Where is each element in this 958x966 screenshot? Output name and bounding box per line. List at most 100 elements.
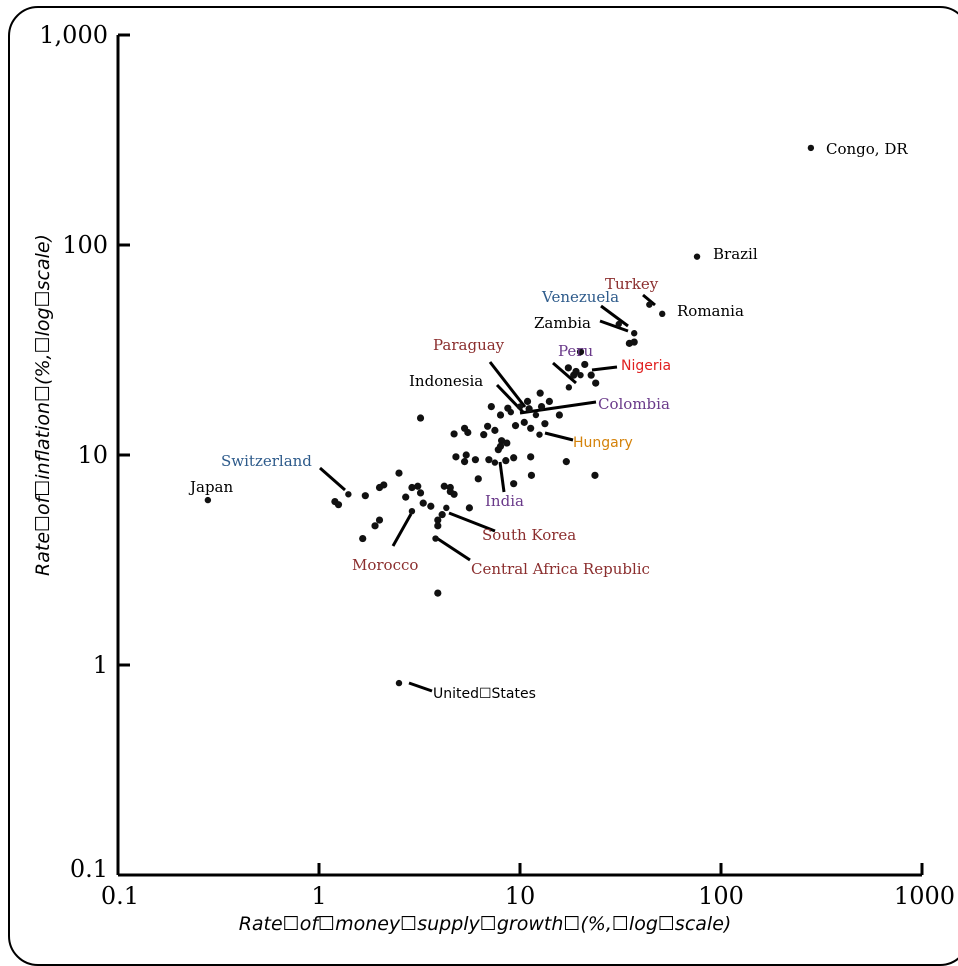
data-point (465, 504, 473, 512)
data-point (416, 414, 425, 422)
data-point (545, 397, 553, 405)
point-label-romania: Romania (677, 302, 744, 320)
data-point (562, 458, 570, 466)
data-point (520, 418, 528, 426)
y-tick-label: 1 (93, 651, 108, 679)
x-tick-label: 100 (698, 882, 744, 910)
point-label-central-africa-republic: Central Africa Republic (471, 560, 650, 578)
leader-line-india (498, 461, 506, 493)
data-point (434, 589, 442, 597)
data-point (511, 422, 520, 430)
data-point (587, 371, 595, 379)
data-point-congo-dr (807, 144, 815, 152)
data-point-romania (659, 310, 666, 318)
point-label-paraguay: Paraguay (433, 336, 505, 354)
x-tick-label: 1000 (894, 882, 955, 910)
data-points (204, 144, 815, 687)
point-label-south-korea: South Korea (482, 526, 576, 544)
point-label-turkey: Turkey (605, 275, 659, 293)
data-point (375, 516, 384, 524)
data-point-zambia (615, 320, 622, 328)
data-point (525, 405, 533, 413)
data-point (434, 522, 442, 530)
data-point-brazil (693, 253, 701, 260)
x-axis-title: Rate☐of☐money☐supply☐growth☐(%,☐log☐scal… (239, 913, 732, 935)
data-point (484, 422, 492, 430)
point-label-venezuela: Venezuela (541, 288, 619, 306)
data-point-south-korea (443, 504, 450, 512)
point-label-india: India (485, 492, 524, 510)
data-point-indonesia (507, 408, 515, 416)
data-point (450, 430, 458, 438)
data-point-nigeria (577, 371, 584, 379)
data-point (474, 475, 482, 483)
data-point-morocco (408, 507, 416, 515)
data-point (591, 471, 599, 479)
data-point (537, 403, 546, 411)
x-tick-label: 1 (311, 882, 326, 910)
leader-line-colombia (519, 400, 597, 415)
leader-line-central-africa-republic (434, 535, 471, 562)
x-tick-label: 0.1 (101, 882, 139, 910)
y-axis-title: Rate☐of☐inflation☐(%,☐log☐scale) (32, 234, 54, 576)
data-point (440, 482, 448, 490)
point-label-zambia: Zambia (534, 314, 591, 332)
data-point-switzerland (345, 491, 352, 498)
point-label-japan: Japan (188, 478, 234, 496)
y-tick-label: 0.1 (70, 855, 108, 883)
data-point-colombia (532, 411, 540, 419)
data-point (630, 338, 638, 346)
data-point (491, 426, 499, 434)
data-point (536, 389, 544, 397)
data-point (496, 442, 505, 450)
point-label-morocco: Morocco (352, 556, 418, 574)
data-point-central-africa-republic (432, 535, 439, 542)
data-point (502, 457, 510, 465)
leader-line-zambia (599, 319, 629, 333)
data-point (576, 348, 585, 356)
leader-line-south-korea (448, 511, 496, 533)
data-point (414, 482, 422, 490)
point-label-indonesia: Indonesia (409, 372, 483, 390)
x-tick-label: 10 (505, 882, 536, 910)
leader-line-nigeria (591, 365, 618, 372)
data-point-turkey (646, 301, 653, 308)
data-point-japan (204, 496, 212, 504)
leader-line-united-states (408, 681, 433, 693)
data-point (380, 481, 388, 489)
data-point-venezuela (631, 330, 638, 337)
point-label-colombia: Colombia (598, 395, 670, 413)
data-point-peru (565, 384, 573, 391)
data-point (334, 501, 343, 509)
data-point (395, 469, 403, 477)
leader-line-switzerland (319, 466, 346, 492)
data-point (496, 411, 505, 419)
data-point (462, 451, 470, 459)
data-point (371, 522, 379, 530)
leader-line-turkey (642, 293, 656, 307)
data-point (503, 439, 511, 447)
ticks: 0.1 1 10 100 1000 0.1 1 10 100 1,000 (39, 21, 955, 910)
data-point-paraguay (516, 403, 524, 410)
data-point (527, 471, 536, 479)
data-point-india (491, 459, 499, 466)
data-point (434, 516, 442, 524)
point-label-united-states: United☐States (433, 686, 536, 702)
point-label-congo-dr: Congo, DR (826, 140, 908, 158)
point-label-switzerland: Switzerland (221, 452, 312, 470)
leader-line-paraguay (488, 361, 527, 408)
data-point (361, 492, 369, 500)
data-point (581, 360, 589, 369)
y-tick-label: 1,000 (39, 21, 108, 49)
data-point (460, 458, 469, 466)
data-point (527, 453, 535, 461)
point-label-nigeria: Nigeria (621, 358, 671, 374)
data-point (438, 511, 446, 519)
data-point (359, 534, 367, 543)
data-point (408, 483, 416, 492)
data-point (402, 493, 410, 501)
data-point (464, 428, 472, 437)
data-point (564, 364, 572, 372)
y-tick-label: 10 (77, 441, 108, 469)
